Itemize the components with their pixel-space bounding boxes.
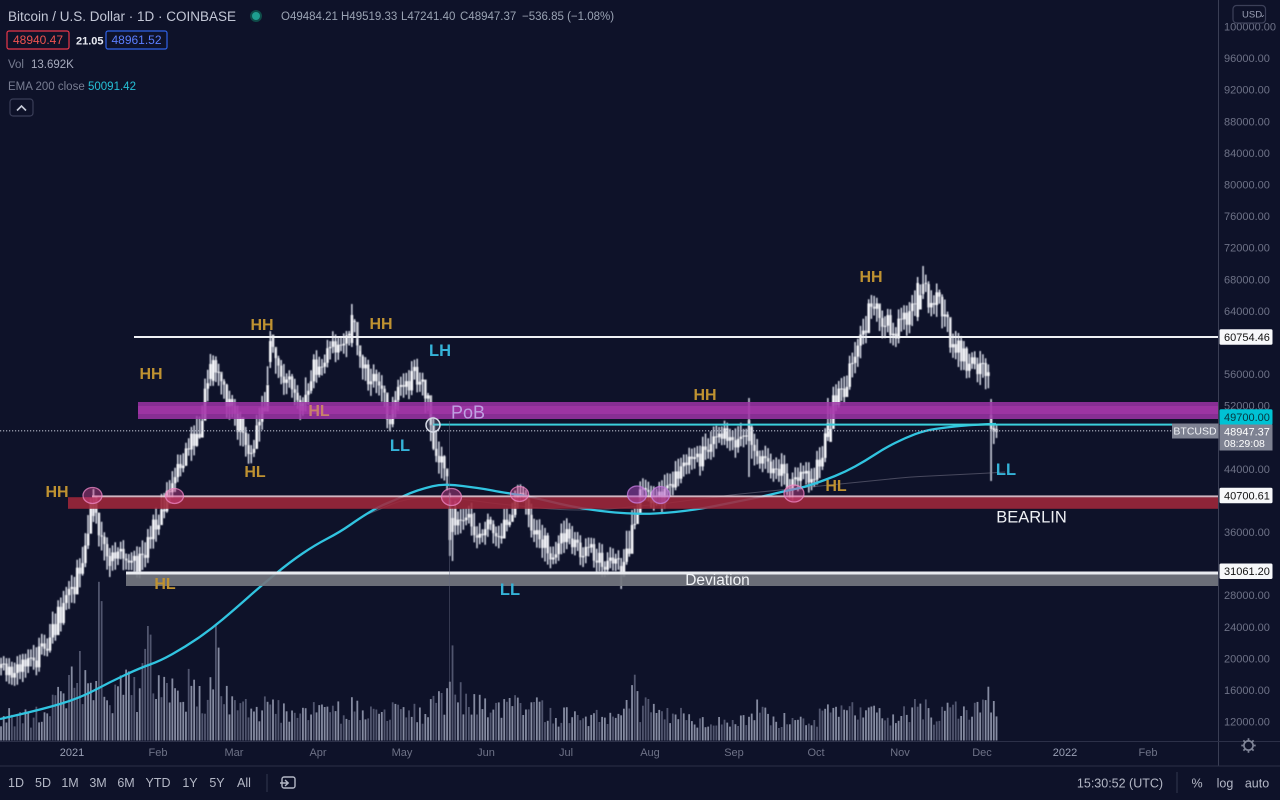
svg-text:Mar: Mar — [225, 747, 244, 759]
svg-text:May: May — [392, 747, 413, 759]
svg-text:LL: LL — [996, 461, 1016, 479]
svg-text:YTD: YTD — [146, 776, 171, 790]
svg-text:80000.00: 80000.00 — [1224, 180, 1270, 192]
svg-text:H49519.33: H49519.33 — [341, 11, 397, 23]
svg-text:L47241.40: L47241.40 — [401, 11, 455, 23]
svg-text:48940.47: 48940.47 — [13, 33, 63, 47]
svg-text:44000.00: 44000.00 — [1224, 464, 1270, 476]
svg-text:15:30:52 (UTC): 15:30:52 (UTC) — [1077, 777, 1163, 791]
svg-text:Feb: Feb — [149, 747, 168, 759]
svg-text:C48947.37: C48947.37 — [460, 11, 516, 23]
svg-text:20000.00: 20000.00 — [1224, 653, 1270, 665]
svg-text:88000.00: 88000.00 — [1224, 116, 1270, 128]
svg-text:BTCUSD: BTCUSD — [1173, 426, 1217, 438]
svg-text:HH: HH — [139, 366, 162, 383]
svg-text:100000.00: 100000.00 — [1224, 22, 1276, 34]
svg-text:16000.00: 16000.00 — [1224, 685, 1270, 697]
svg-text:⌄: ⌄ — [1259, 10, 1266, 19]
svg-text:31061.20: 31061.20 — [1224, 566, 1270, 578]
svg-text:LL: LL — [500, 581, 520, 599]
svg-text:92000.00: 92000.00 — [1224, 85, 1270, 97]
svg-text:1Y: 1Y — [182, 776, 198, 790]
svg-text:56000.00: 56000.00 — [1224, 369, 1270, 381]
svg-text:Dec: Dec — [972, 747, 992, 759]
svg-text:HH: HH — [250, 317, 273, 334]
svg-text:All: All — [237, 776, 251, 790]
svg-text:5Y: 5Y — [209, 776, 225, 790]
svg-text:1M: 1M — [61, 776, 78, 790]
svg-text:LL: LL — [390, 437, 410, 455]
svg-text:%: % — [1191, 777, 1202, 791]
svg-text:Bitcoin / U.S. Dollar · 1D · C: Bitcoin / U.S. Dollar · 1D · COINBASE — [8, 9, 236, 24]
svg-text:Nov: Nov — [890, 747, 910, 759]
svg-text:21.05: 21.05 — [76, 36, 104, 48]
svg-text:Sep: Sep — [724, 747, 744, 759]
svg-text:Jun: Jun — [477, 747, 495, 759]
svg-text:48947.37: 48947.37 — [1224, 427, 1270, 439]
svg-text:HH: HH — [369, 316, 392, 333]
svg-text:USD: USD — [1242, 10, 1262, 21]
svg-text:Oct: Oct — [807, 747, 824, 759]
svg-text:HL: HL — [308, 403, 330, 420]
svg-text:2022: 2022 — [1053, 747, 1077, 759]
svg-text:auto: auto — [1245, 777, 1269, 791]
svg-text:1D: 1D — [8, 776, 24, 790]
svg-text:13.692K: 13.692K — [31, 59, 74, 71]
svg-text:log: log — [1217, 777, 1234, 791]
svg-text:24000.00: 24000.00 — [1224, 622, 1270, 634]
svg-text:HL: HL — [244, 464, 266, 481]
svg-text:76000.00: 76000.00 — [1224, 211, 1270, 223]
svg-text:3M: 3M — [89, 776, 106, 790]
svg-text:−536.85 (−1.08%): −536.85 (−1.08%) — [522, 11, 614, 23]
svg-text:Jul: Jul — [559, 747, 573, 759]
svg-text:96000.00: 96000.00 — [1224, 53, 1270, 65]
svg-text:HH: HH — [693, 387, 716, 404]
svg-text:12000.00: 12000.00 — [1224, 717, 1270, 729]
svg-text:50091.42: 50091.42 — [88, 81, 136, 93]
svg-text:HL: HL — [825, 478, 847, 495]
svg-text:Feb: Feb — [1139, 747, 1158, 759]
svg-text:84000.00: 84000.00 — [1224, 148, 1270, 160]
svg-text:EMA 200 close: EMA 200 close — [8, 81, 85, 93]
svg-text:5D: 5D — [35, 776, 51, 790]
svg-text:40700.61: 40700.61 — [1224, 490, 1270, 502]
svg-text:HH: HH — [859, 269, 882, 286]
svg-text:48961.52: 48961.52 — [111, 33, 161, 47]
svg-text:Apr: Apr — [309, 747, 326, 759]
svg-text:64000.00: 64000.00 — [1224, 306, 1270, 318]
svg-text:Aug: Aug — [640, 747, 660, 759]
svg-text:36000.00: 36000.00 — [1224, 527, 1270, 539]
svg-text:28000.00: 28000.00 — [1224, 590, 1270, 602]
svg-text:6M: 6M — [117, 776, 134, 790]
svg-text:68000.00: 68000.00 — [1224, 274, 1270, 286]
svg-text:LH: LH — [429, 342, 451, 360]
svg-text:Deviation: Deviation — [685, 572, 750, 589]
svg-text:72000.00: 72000.00 — [1224, 243, 1270, 255]
svg-text:PoB: PoB — [451, 403, 485, 423]
svg-text:49700.00: 49700.00 — [1224, 412, 1270, 424]
svg-text:HH: HH — [45, 484, 68, 501]
svg-text:60754.46: 60754.46 — [1224, 332, 1270, 344]
svg-text:HL: HL — [154, 576, 176, 593]
svg-text:2021: 2021 — [60, 747, 84, 759]
svg-text:08:29:08: 08:29:08 — [1224, 438, 1265, 450]
svg-text:BEARLIN: BEARLIN — [996, 509, 1067, 527]
svg-text:O49484.21: O49484.21 — [281, 11, 338, 23]
svg-text:Vol: Vol — [8, 59, 24, 71]
